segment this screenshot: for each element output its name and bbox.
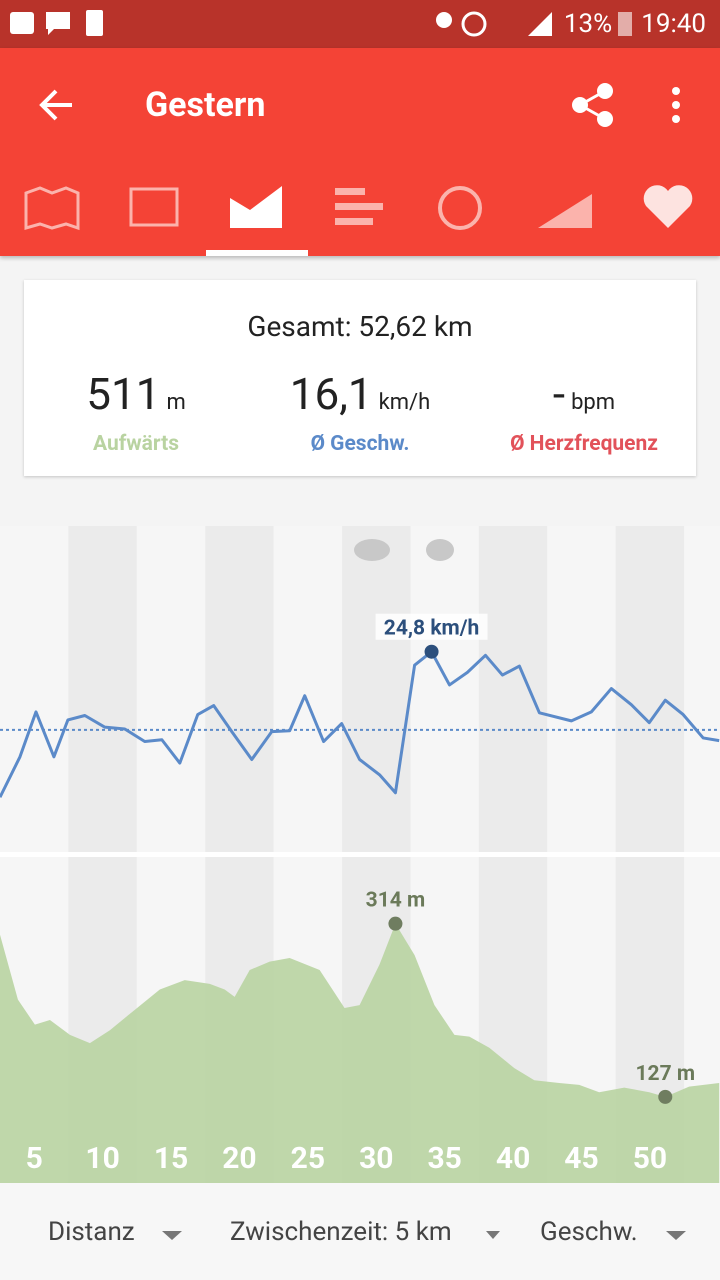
tab-indicator [206, 250, 308, 256]
status-icons: 13% 19:40 [10, 9, 706, 39]
split-label: 50 [633, 1141, 667, 1176]
status-bar: 13% 19:40 [0, 0, 720, 48]
min-label: 127 m [635, 1062, 695, 1086]
stat-value: - [552, 368, 566, 420]
turtle-icon [354, 539, 390, 561]
tab-map[interactable] [24, 186, 80, 231]
split-label: 10 [85, 1141, 119, 1176]
dropdown-arrow [162, 1231, 182, 1240]
split-label: 40 [496, 1141, 530, 1176]
menu-button[interactable] [672, 87, 680, 123]
elevation-area [0, 923, 720, 1183]
stat: 16,1 km/h [248, 368, 472, 420]
alarm-icon [461, 11, 487, 37]
dropdown-arrow [666, 1231, 686, 1240]
summary-card: Gesamt: 52,62 km 511 m 16,1 km/h - bpm Aufw… [24, 280, 696, 476]
dropdown-arrows [162, 1231, 686, 1240]
chart-divider [0, 852, 720, 857]
alert-icon [86, 10, 103, 36]
max-marker [424, 644, 439, 659]
tab-splits[interactable] [335, 188, 383, 225]
min-marker [658, 1089, 673, 1104]
dropdown-arrow [486, 1231, 500, 1239]
stat: - bpm [472, 368, 696, 420]
max-label: 314 m [366, 889, 426, 913]
location-icon [436, 12, 452, 28]
x-axis-selector[interactable]: Distanz [48, 1217, 135, 1247]
app-title: Gestern [145, 85, 265, 125]
app-bar-icons: Gestern [24, 83, 693, 256]
total-distance: Gesamt: 52,62 km [247, 310, 473, 343]
tab-elevation[interactable] [538, 194, 592, 228]
stat-unit: km/h [378, 390, 431, 415]
split-label: 25 [291, 1141, 325, 1176]
tabs [24, 185, 693, 231]
clock: 19:40 [641, 9, 706, 39]
stat-unit: bpm [571, 390, 616, 415]
signal-icon [528, 12, 552, 36]
share-button[interactable] [572, 83, 613, 127]
tab-heart[interactable] [643, 185, 693, 228]
split-selector[interactable]: Zwischenzeit: 5 km [230, 1217, 452, 1247]
max-marker [388, 916, 403, 931]
split-label: 20 [222, 1141, 256, 1176]
split-label: 35 [427, 1141, 461, 1176]
metric-selector[interactable]: Geschw. [540, 1217, 638, 1247]
battery-text: 13% [564, 9, 612, 39]
split-label: 45 [564, 1141, 598, 1176]
stat: 511 m [24, 368, 248, 420]
stat-label: Aufwärts [92, 432, 180, 456]
charts: 24,8 km/h 314 m 127 m 5 10 15 20 25 30 35 40 45 50 [0, 526, 720, 1183]
speed-line [0, 650, 720, 798]
gallery-icon [10, 12, 34, 34]
split-label: 15 [154, 1141, 188, 1176]
tab-compare[interactable] [438, 186, 482, 230]
message-icon [46, 12, 70, 35]
max-label: 24,8 km/h [384, 617, 480, 641]
stat-value: 16,1 [289, 368, 373, 420]
speed-icons [354, 539, 454, 561]
stat-label: Ø Geschw. [310, 432, 410, 456]
split-label: 30 [359, 1141, 393, 1176]
stat-value: 511 [86, 368, 161, 420]
stat-unit: m [166, 390, 186, 415]
battery-icon [618, 12, 632, 36]
stat-label: Ø Herzfrequenz [510, 432, 658, 456]
bottom-bar: Distanz Zwischenzeit: 5 km Geschw. [0, 1183, 720, 1280]
app-bar: Gestern [0, 48, 720, 256]
back-button[interactable] [39, 89, 72, 121]
split-label: 5 [26, 1141, 43, 1176]
tab-charts[interactable] [230, 186, 282, 228]
rabbit-icon [426, 539, 454, 561]
label-bg [375, 613, 488, 640]
tab-photos[interactable] [129, 187, 179, 227]
